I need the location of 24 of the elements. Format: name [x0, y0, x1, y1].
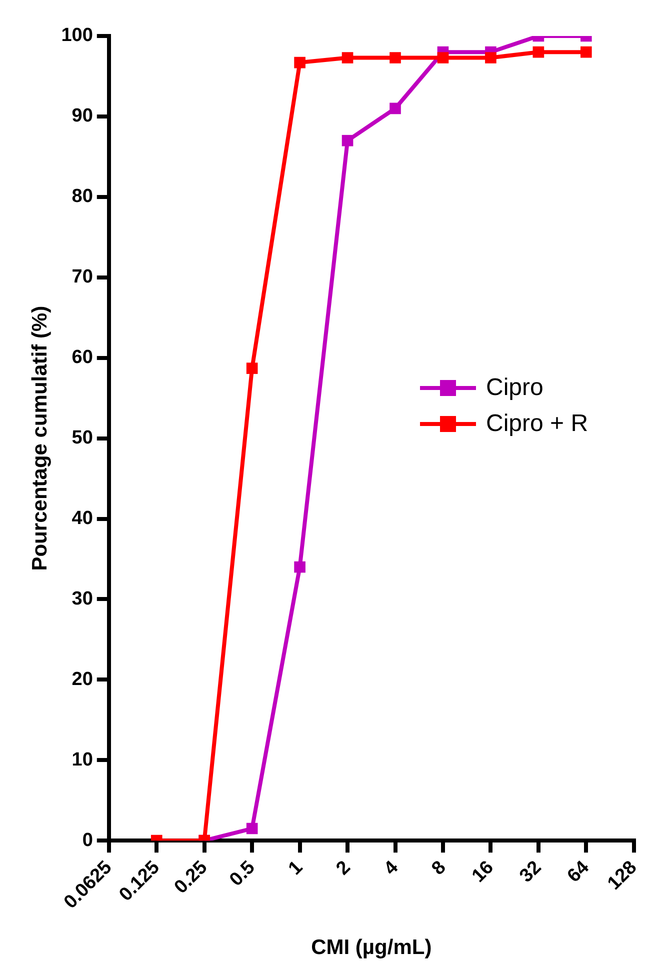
x-tick-label: 16: [468, 857, 498, 887]
y-tick-label: 40: [72, 508, 93, 529]
y-tick-label: 30: [72, 588, 93, 610]
y-tick-label: 20: [72, 668, 93, 690]
y-tick-label: 100: [61, 25, 93, 46]
y-tick-label: 10: [72, 749, 93, 770]
y-tick-label: 70: [72, 266, 93, 288]
y-tick-label: 50: [72, 428, 93, 449]
x-tick-label: 1: [284, 856, 308, 880]
x-axis-title: CMI (µg/mL): [311, 936, 432, 960]
y-axis-title: Pourcentage cumulatif (%): [28, 306, 52, 571]
x-tick-label: 0.5: [226, 856, 260, 891]
x-tick-label: 2: [332, 857, 355, 880]
y-tick-label: 90: [72, 106, 93, 127]
x-tick-label: 128: [604, 857, 642, 894]
x-tick-label: 32: [516, 857, 546, 887]
legend-label: Cipro: [486, 374, 544, 402]
legend-label: Cipro + R: [486, 410, 588, 438]
y-tick-label: 60: [72, 347, 93, 368]
y-tick-label: 0: [82, 830, 93, 851]
x-tick-label: 4: [380, 856, 403, 880]
y-tick-label: 80: [72, 186, 93, 208]
x-tick-label: 8: [428, 857, 450, 880]
x-tick-label: 64: [564, 856, 594, 887]
